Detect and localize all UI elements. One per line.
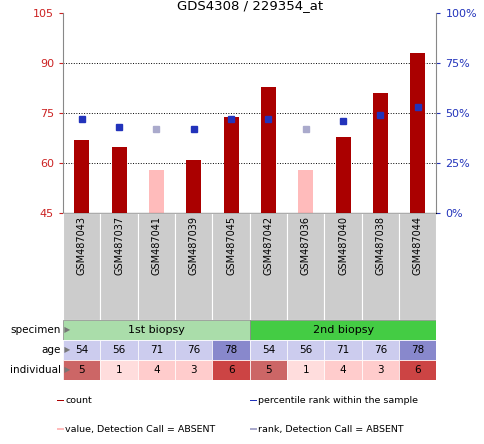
Text: 5: 5	[78, 365, 85, 375]
Text: 4: 4	[339, 365, 346, 375]
Text: 56: 56	[299, 345, 312, 355]
Text: GSM487040: GSM487040	[337, 216, 348, 275]
Title: GDS4308 / 229354_at: GDS4308 / 229354_at	[176, 0, 322, 12]
Text: GSM487038: GSM487038	[375, 216, 385, 275]
Text: count: count	[65, 396, 91, 405]
Bar	[372, 93, 387, 213]
Text: ▶: ▶	[61, 325, 70, 334]
Text: 3: 3	[190, 365, 197, 375]
Text: 54: 54	[261, 345, 274, 355]
Bar	[137, 340, 175, 360]
Text: 4: 4	[153, 365, 159, 375]
Bar	[335, 137, 350, 213]
Text: GSM487044: GSM487044	[412, 216, 422, 275]
Bar	[287, 213, 324, 320]
Text: 2nd biopsy: 2nd biopsy	[312, 325, 373, 335]
Bar	[63, 213, 100, 320]
Text: 76: 76	[373, 345, 386, 355]
Bar	[149, 170, 164, 213]
Text: 56: 56	[112, 345, 125, 355]
Text: GSM487037: GSM487037	[114, 216, 124, 275]
Bar	[249, 213, 287, 320]
Bar	[324, 213, 361, 320]
Text: 71: 71	[150, 345, 163, 355]
Text: 6: 6	[414, 365, 420, 375]
Bar	[249, 340, 287, 360]
Bar	[260, 87, 275, 213]
Bar	[175, 340, 212, 360]
Text: specimen: specimen	[10, 325, 60, 335]
Text: ▶: ▶	[61, 365, 70, 374]
Bar	[249, 320, 436, 340]
Bar	[63, 360, 100, 380]
Text: GSM487039: GSM487039	[188, 216, 198, 275]
Bar	[57, 428, 64, 430]
Text: 78: 78	[224, 345, 237, 355]
Bar	[137, 360, 175, 380]
Bar	[100, 213, 137, 320]
Text: value, Detection Call = ABSENT: value, Detection Call = ABSENT	[65, 424, 215, 434]
Bar	[409, 53, 424, 213]
Bar	[398, 213, 436, 320]
Bar	[111, 147, 126, 213]
Text: 6: 6	[227, 365, 234, 375]
Bar	[74, 140, 89, 213]
Bar	[100, 340, 137, 360]
Text: age: age	[41, 345, 60, 355]
Bar	[398, 360, 436, 380]
Text: 3: 3	[377, 365, 383, 375]
Bar	[63, 320, 249, 340]
Text: 1st biopsy: 1st biopsy	[128, 325, 184, 335]
Text: rank, Detection Call = ABSENT: rank, Detection Call = ABSENT	[257, 424, 402, 434]
Bar	[100, 360, 137, 380]
Text: 76: 76	[187, 345, 200, 355]
Bar	[212, 213, 249, 320]
Bar	[361, 360, 398, 380]
Text: GSM487043: GSM487043	[76, 216, 87, 275]
Bar	[223, 117, 238, 213]
Bar	[175, 360, 212, 380]
Bar	[287, 360, 324, 380]
Bar	[298, 170, 313, 213]
Bar	[287, 340, 324, 360]
Bar	[249, 428, 256, 430]
Text: 5: 5	[265, 365, 271, 375]
Text: GSM487036: GSM487036	[300, 216, 310, 275]
Bar	[361, 213, 398, 320]
Bar	[324, 340, 361, 360]
Bar	[212, 360, 249, 380]
Bar	[361, 340, 398, 360]
Bar	[324, 360, 361, 380]
Text: individual: individual	[10, 365, 60, 375]
Bar	[57, 400, 64, 401]
Text: 78: 78	[410, 345, 424, 355]
Bar	[186, 160, 201, 213]
Text: GSM487041: GSM487041	[151, 216, 161, 275]
Bar	[175, 213, 212, 320]
Text: percentile rank within the sample: percentile rank within the sample	[257, 396, 417, 405]
Bar	[249, 400, 256, 401]
Text: ▶: ▶	[61, 345, 70, 354]
Bar	[212, 340, 249, 360]
Bar	[137, 213, 175, 320]
Bar	[398, 340, 436, 360]
Text: GSM487045: GSM487045	[226, 216, 236, 275]
Text: GSM487042: GSM487042	[263, 216, 273, 275]
Text: 1: 1	[302, 365, 308, 375]
Text: 54: 54	[75, 345, 88, 355]
Bar	[249, 360, 287, 380]
Text: 1: 1	[116, 365, 122, 375]
Text: 71: 71	[336, 345, 349, 355]
Bar	[63, 340, 100, 360]
